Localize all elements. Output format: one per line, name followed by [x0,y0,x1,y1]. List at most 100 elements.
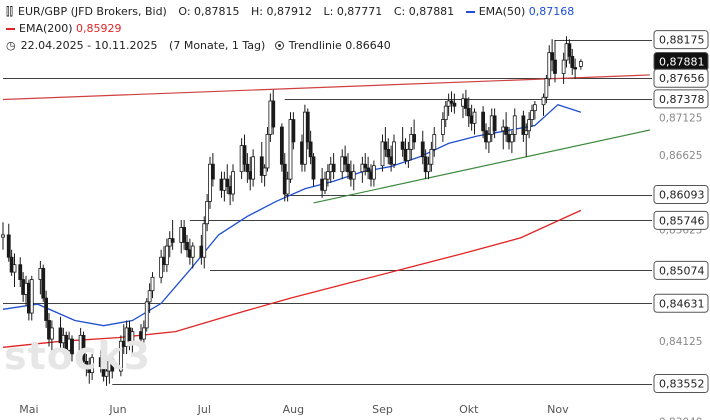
ema200-line [2,209,582,348]
candle [486,127,491,154]
candle [285,171,290,202]
x-tick-label: Mai [19,403,38,416]
candle [366,156,371,180]
candle [429,141,434,172]
price-level-box: 0,87881 [653,51,709,71]
candle-body [279,126,284,165]
candle [170,220,175,250]
candle [406,141,411,168]
candle [159,249,164,284]
price-level-rect [653,260,709,280]
candle-body [205,201,210,225]
trendline-label[interactable]: Trendlinie [288,39,342,52]
candle [90,353,95,380]
candle [561,52,566,84]
candle-body [524,130,529,135]
candle-body [18,264,23,280]
time-axis: Mai Jun Jul Aug Sep Okt Nov [19,403,569,416]
candle [380,134,385,172]
candle [202,216,207,269]
candle-body [185,241,189,251]
candle-body [323,178,327,191]
candle-body [486,134,491,143]
candle [578,59,583,70]
price-level-label: 0,86093 [659,189,705,202]
candle-body [190,245,195,258]
price-level-label: 0,85746 [659,214,705,227]
candle [251,149,256,187]
candlesticks [1,36,583,386]
candle [225,164,230,194]
candle [81,331,86,369]
candle-body [291,119,296,143]
candle [147,283,152,314]
candle-body [463,98,468,109]
ema200-swatch [6,28,15,30]
candle [164,238,169,273]
candle-body [110,358,115,372]
candle-body [29,279,34,314]
trendline [313,129,651,204]
candle-body [449,100,454,104]
candle-body [429,148,434,165]
candle [110,356,115,379]
candle-body [570,55,575,68]
candle [472,108,477,135]
candle-body [412,134,417,143]
candle-body [530,110,534,120]
candle [141,320,146,343]
candle [524,123,529,157]
candle-body [305,111,310,143]
candle-body [553,59,557,74]
price-level-rect [653,210,709,230]
y-tick-label: 0,87125 [659,113,702,125]
price-level-label: 0,83552 [659,378,705,391]
candle [182,220,187,250]
candle-body [41,267,46,299]
candle [104,365,109,386]
candle [452,93,457,114]
candle-body [141,327,146,340]
candle-body [1,234,5,238]
price-level-label: 0,84631 [659,297,705,310]
candle-body [98,357,103,367]
candle-body [343,156,348,165]
candle-body [400,141,405,150]
ema200-label[interactable]: EMA(200) [19,22,73,35]
candle-body [144,301,149,329]
x-tick-label: Jun [108,403,126,416]
candle-body [383,141,388,150]
candle-body [44,297,49,321]
candle-body [420,141,425,158]
candle [98,350,103,373]
x-tick-label: Sep [372,403,393,416]
candle-body [84,360,89,370]
candle [288,112,293,183]
price-level-box: 0,86093 [653,185,709,205]
candle-body [573,67,578,70]
candle-body [81,334,86,362]
ema50-label[interactable]: EMA(50) [478,5,526,18]
candle [443,100,448,128]
candle-body [104,370,109,377]
candle [29,275,34,321]
candle [41,264,46,302]
candle-body [170,238,175,243]
candle-body [509,134,514,143]
candle [49,320,54,354]
candle-body [311,156,316,180]
candle [245,153,250,183]
price-level-rect [653,374,709,394]
resistance-line [2,74,650,101]
candle [527,112,532,139]
candle-body [371,165,376,180]
candle [351,164,356,191]
trendline-value: 0.86640 [345,39,391,52]
candle [492,108,497,139]
x-tick-label: Aug [283,403,304,416]
drawn-lines [2,74,651,204]
candle [360,156,365,183]
candle-body [265,134,270,169]
